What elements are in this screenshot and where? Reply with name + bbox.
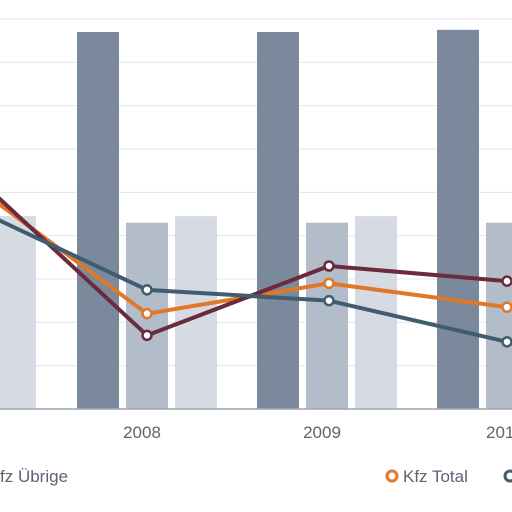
- series-point: [323, 277, 335, 290]
- x-tick-label: 201: [486, 423, 512, 442]
- bar: [77, 32, 119, 409]
- series-point: [501, 275, 512, 287]
- gridlines: [0, 18, 512, 367]
- series-point: [501, 336, 512, 348]
- series-point: [501, 301, 512, 313]
- series-point: [141, 307, 153, 320]
- x-tick-labels: 2008 2009 201: [123, 423, 512, 442]
- lines: [0, 196, 512, 348]
- legend-marker: [503, 469, 512, 483]
- series-point: [141, 329, 153, 342]
- x-tick-label: 2009: [303, 423, 341, 442]
- legend-marker: [385, 469, 399, 483]
- bar: [0, 216, 36, 409]
- bars: [0, 29, 512, 409]
- series-line: [0, 218, 509, 344]
- bar: [486, 222, 512, 409]
- series-point: [323, 260, 335, 272]
- legend-label: Kfz Total: [403, 467, 468, 486]
- series-line: [0, 196, 509, 338]
- bar: [437, 29, 479, 409]
- x-tick-label: 2008: [123, 423, 161, 442]
- bar: [257, 32, 299, 409]
- bar: [306, 222, 348, 409]
- series-line: [0, 202, 509, 316]
- legend-label: fz Übrige: [0, 467, 68, 486]
- series-point: [323, 294, 335, 307]
- series-point: [141, 284, 153, 296]
- legend: fz Übrige Kfz Total: [0, 467, 512, 486]
